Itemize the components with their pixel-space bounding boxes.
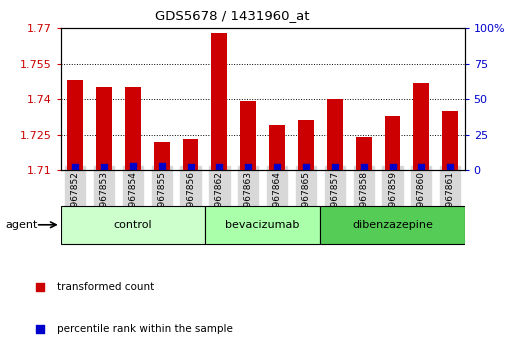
Text: agent: agent <box>5 220 37 230</box>
Point <box>71 164 79 170</box>
Point <box>301 164 310 170</box>
Bar <box>212 33 228 170</box>
Text: percentile rank within the sample: percentile rank within the sample <box>57 324 233 335</box>
Bar <box>96 87 112 170</box>
Point <box>129 163 137 169</box>
Bar <box>154 142 169 170</box>
Point <box>244 164 252 170</box>
Bar <box>442 111 458 170</box>
Point <box>417 164 426 170</box>
Point <box>157 163 166 169</box>
Point <box>36 326 44 332</box>
Point <box>446 164 455 170</box>
Point <box>273 164 281 170</box>
Text: control: control <box>114 220 152 230</box>
Text: GDS5678 / 1431960_at: GDS5678 / 1431960_at <box>155 9 309 22</box>
Text: dibenzazepine: dibenzazepine <box>352 220 433 230</box>
Bar <box>356 137 372 170</box>
Bar <box>67 80 83 170</box>
Text: transformed count: transformed count <box>57 282 154 292</box>
Point <box>331 164 339 170</box>
Bar <box>240 102 256 170</box>
Bar <box>327 99 343 170</box>
Point <box>100 164 108 170</box>
Bar <box>269 125 285 170</box>
Bar <box>384 116 400 170</box>
Point <box>36 285 44 290</box>
FancyBboxPatch shape <box>320 206 465 244</box>
Bar <box>125 87 141 170</box>
Point <box>215 164 224 170</box>
Bar <box>413 82 429 170</box>
Point <box>388 164 397 170</box>
Bar <box>183 139 199 170</box>
Point <box>186 164 195 170</box>
Bar <box>298 120 314 170</box>
Text: bevacizumab: bevacizumab <box>225 220 300 230</box>
FancyBboxPatch shape <box>205 206 320 244</box>
FancyBboxPatch shape <box>61 206 205 244</box>
Point <box>360 164 368 170</box>
